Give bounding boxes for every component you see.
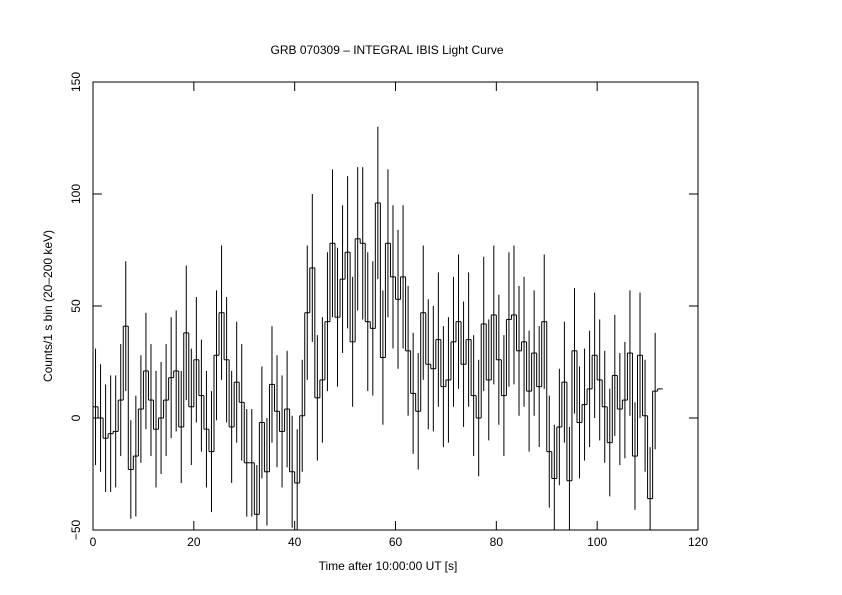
y-tick-label: 150 (69, 72, 83, 92)
x-tick-label: 120 (688, 535, 708, 549)
x-tick-label: 40 (288, 535, 302, 549)
y-axis-label: Counts/1 s bin (20–200 keV) (41, 230, 55, 382)
x-axis-label: Time after 10:00:00 UT [s] (319, 559, 458, 573)
y-tick-label: 0 (69, 414, 83, 421)
x-tick-label: 60 (389, 535, 403, 549)
x-tick-label: 0 (90, 535, 97, 549)
plot-frame (92, 81, 699, 531)
chart-title: GRB 070309 – INTEGRAL IBIS Light Curve (271, 43, 504, 57)
x-tick-label: 100 (587, 535, 607, 549)
y-tick-label: 100 (69, 184, 83, 204)
plot-area (93, 126, 663, 530)
y-tick-label: 50 (69, 299, 83, 313)
x-tick-label: 20 (187, 535, 201, 549)
x-tick-label: 80 (490, 535, 504, 549)
y-tick-label: −50 (69, 519, 83, 540)
